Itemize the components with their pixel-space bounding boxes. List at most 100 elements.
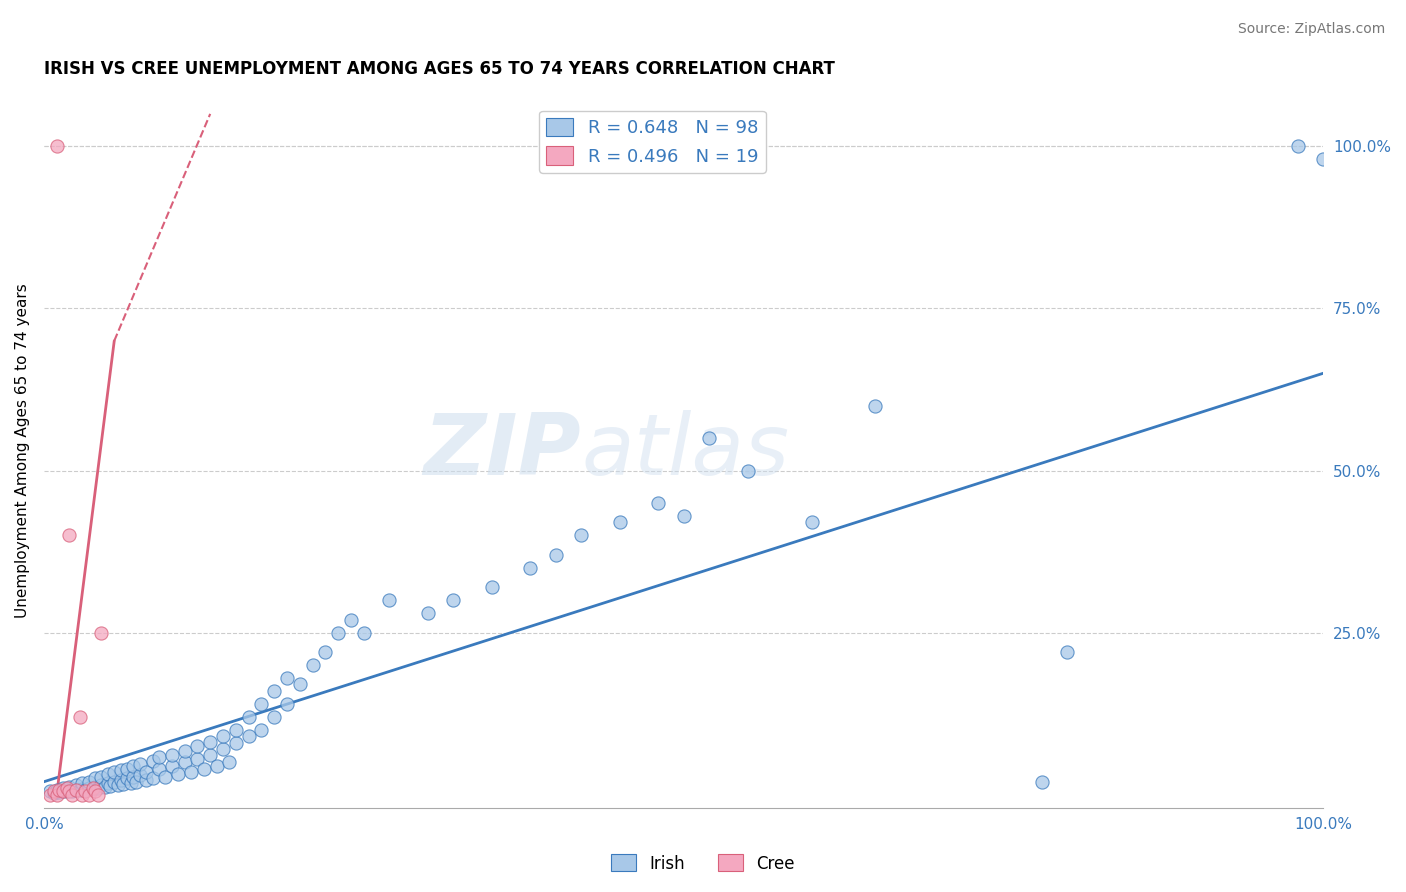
Point (45, 788, 67, 802)
Point (56, 784, 79, 798)
Point (225, 736, 247, 750)
Point (276, 671, 298, 685)
Legend: R = 0.648   N = 98, R = 0.496   N = 19: R = 0.648 N = 98, R = 0.496 N = 19 (538, 111, 765, 173)
Point (288, 677, 311, 691)
Point (263, 684, 285, 698)
Text: Source: ZipAtlas.com: Source: ZipAtlas.com (1237, 22, 1385, 37)
Point (301, 658, 323, 673)
Point (86, 781, 108, 796)
Text: ZIP: ZIP (423, 409, 581, 492)
Point (107, 778, 129, 792)
Point (58, 783, 80, 797)
Point (84, 784, 107, 798)
Point (97, 767, 120, 781)
Point (160, 758, 183, 772)
Point (115, 772, 138, 786)
Point (69, 783, 91, 797)
Point (82, 781, 104, 796)
Point (52, 781, 75, 796)
Point (1286, 139, 1309, 153)
Point (100, 779, 122, 793)
Point (90, 770, 112, 784)
Point (48, 785, 70, 799)
Point (128, 756, 150, 771)
Point (84, 772, 107, 786)
Point (212, 730, 235, 744)
Point (200, 734, 222, 748)
Point (180, 764, 202, 779)
Point (697, 431, 720, 445)
Point (86, 788, 108, 802)
Point (65, 782, 87, 797)
Point (1031, 774, 1053, 789)
Point (672, 508, 695, 523)
Point (77, 781, 100, 796)
Point (416, 606, 439, 620)
Point (441, 593, 464, 607)
Point (238, 710, 260, 724)
Point (52, 784, 75, 798)
Point (60, 788, 83, 802)
Point (77, 788, 100, 802)
Point (314, 645, 336, 659)
Point (58, 528, 80, 542)
Point (135, 773, 157, 788)
Point (72, 788, 94, 802)
Point (142, 772, 165, 786)
Point (609, 516, 631, 530)
Point (481, 580, 503, 594)
Point (155, 770, 177, 784)
Point (353, 625, 375, 640)
Point (120, 776, 142, 790)
Point (73, 784, 96, 798)
Point (90, 778, 112, 792)
Point (340, 613, 363, 627)
Point (72, 781, 94, 796)
Point (186, 752, 208, 766)
Point (122, 758, 145, 772)
Point (328, 625, 350, 640)
Point (1312, 153, 1334, 167)
Point (160, 747, 183, 762)
Point (173, 744, 195, 758)
Point (45, 139, 67, 153)
Point (378, 593, 401, 607)
Y-axis label: Unemployment Among Ages 65 to 74 years: Unemployment Among Ages 65 to 74 years (15, 284, 30, 618)
Point (212, 742, 235, 756)
Point (173, 756, 195, 770)
Point (238, 730, 260, 744)
Point (148, 750, 170, 764)
Point (148, 762, 170, 776)
Point (94, 780, 117, 794)
Point (128, 768, 150, 782)
Point (737, 463, 759, 477)
Point (250, 723, 273, 737)
Point (65, 782, 87, 797)
Point (48, 782, 70, 797)
Point (56, 781, 79, 796)
Point (142, 754, 165, 768)
Text: IRISH VS CREE UNEMPLOYMENT AMONG AGES 65 TO 74 YEARS CORRELATION CHART: IRISH VS CREE UNEMPLOYMENT AMONG AGES 65… (44, 60, 835, 78)
Point (73, 782, 96, 797)
Point (42, 786, 65, 800)
Point (865, 399, 887, 413)
Point (218, 756, 240, 770)
Point (135, 764, 157, 779)
Point (263, 710, 285, 724)
Point (58, 780, 80, 794)
Point (69, 710, 91, 724)
Point (186, 739, 208, 753)
Point (250, 697, 273, 711)
Point (60, 784, 83, 798)
Point (200, 747, 222, 762)
Legend: Irish, Cree: Irish, Cree (605, 847, 801, 880)
Point (39, 788, 62, 802)
Point (205, 758, 228, 772)
Point (1056, 645, 1078, 659)
Point (72, 776, 94, 790)
Point (125, 774, 148, 789)
Point (42, 784, 65, 798)
Point (193, 762, 215, 776)
Point (84, 780, 107, 794)
Point (52, 784, 75, 798)
